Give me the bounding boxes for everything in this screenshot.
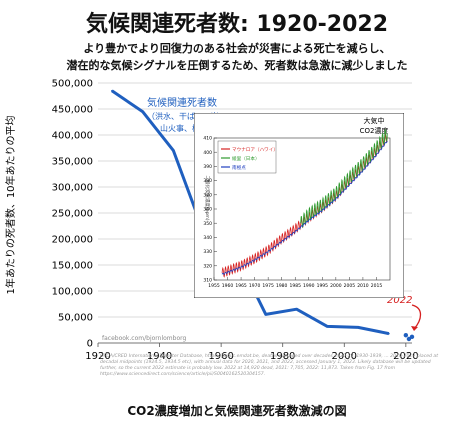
co2-inset-chart: 大気中 CO2濃度 二酸化炭素濃度(ppm) 310 320 330 340 350 36… [194,113,404,298]
y-tick-label: 450,000 [52,105,93,116]
co2-series-line [221,140,388,275]
inset-legend-label: 南極点 [232,164,246,171]
y-tick-label: 50,000 [58,313,93,324]
inset-y-tick-label: 390 [203,164,212,170]
inset-y-tick-label: 310 [203,278,212,284]
y-tick-label: 100,000 [52,287,93,298]
inset-legend-box [217,140,277,174]
inset-y-tick-label: 360 [203,207,212,213]
inset-y-tick-label: 340 [203,235,212,241]
arrow-head-2022 [411,326,418,331]
page-title: 気候関連死者数: 1920-2022 [85,12,389,37]
inset-series-layer [221,128,388,278]
x-tick-label: 2020 [393,351,418,362]
inset-x-tick-label: 1955 [208,283,220,289]
figure-caption: CO2濃度増加と気候関連死者数激減の図 [127,404,347,418]
annotation-2022: 2022 [387,295,412,306]
y-axis-label: 1年あたりの死者数、10年あたりの平均 [4,115,17,294]
x-tick-label: 1920 [85,351,110,362]
y-tick-label: 350,000 [52,157,93,168]
inset-x-tick-label: 1980 [276,283,288,289]
inset-x-tick-label: 1960 [222,283,234,289]
x-tick-label: 1980 [270,351,295,362]
x-tick-label: 2000 [332,351,357,362]
inset-y-tick-label: 400 [203,150,212,156]
arrow-2022 [411,304,422,330]
inset-title-line-1: 大気中 [364,116,385,125]
subtitle-line-2: 潜在的な気候シグナルを圧倒するため、死者数は急激に減少しました [66,59,408,72]
inset-y-tick-label: 350 [203,221,212,227]
deaths-point [141,110,144,113]
deaths-point [172,149,175,152]
y-tick-label: 500,000 [52,79,93,90]
inset-legend-label: 綾里（日本） [232,155,260,162]
y-tick-label: 200,000 [52,235,93,246]
annual-point [409,334,415,340]
source-note: OFDA/CRED International Disaster Databas… [100,354,439,377]
y-tick-label: 250,000 [52,209,93,220]
series-label-line-1: 気候関連死者数 [147,96,217,109]
annual-point [403,333,409,338]
inset-x-tick-label: 1995 [317,283,329,289]
inset-x-tick-label: 2005 [344,283,356,289]
inset-x-tick-label: 1985 [290,283,302,289]
y-tick-label: 300,000 [52,183,93,194]
axis-layer: 0 50,000 100,000 150,000 200,000 250,000 300,0… [52,79,419,363]
inset-y-tick-label: 370 [203,192,212,198]
inset-y-tick-label: 410 [203,136,212,142]
inset-x-tick-label: 2015 [371,283,383,289]
inset-x-tick-label: 1975 [262,283,274,289]
x-tick-label: 1940 [147,351,172,362]
inset-x-tick-label: 2000 [330,283,342,289]
deaths-point [388,332,390,335]
inset-y-tick-label: 380 [203,178,212,184]
facebook-tag: facebook.com/bjornlomborg [102,335,187,342]
co2-series-line [300,128,388,228]
deaths-point [326,325,329,328]
y-tick-label: 400,000 [52,131,93,142]
inset-y-tick-label: 330 [203,249,212,255]
inset-x-tick-label: 1965 [235,283,247,289]
inset-legend: マウナロア（ハワイ） 綾里（日本） 南極点 [217,140,278,174]
deaths-point [295,308,298,311]
y-tick-label: 0 [87,339,93,350]
inset-legend-label: マウナロア（ハワイ） [232,146,278,153]
inset-x-tick-label: 1990 [303,283,315,289]
inset-title-line-2: CO2濃度 [360,126,389,135]
inset-x-tick-label: 2010 [357,283,369,289]
inset-y-tick-label: 320 [203,263,212,269]
y-tick-label: 150,000 [52,261,93,272]
deaths-point [264,313,267,316]
series-label-line-2: （洪水、干ばつ、嵐、 [147,111,227,121]
inset-x-tick-label: 1970 [249,283,261,289]
subtitle-line-1: より豊かでより回復力のある社会が災害による死亡を減らし、 [83,42,391,55]
annual-point [406,336,412,342]
deaths-point [111,90,113,92]
x-tick-label: 1960 [208,351,233,362]
inset-background [194,113,404,298]
inset-y-axis-label: 二酸化炭素濃度(ppm) [204,175,211,220]
deaths-point [357,326,359,329]
